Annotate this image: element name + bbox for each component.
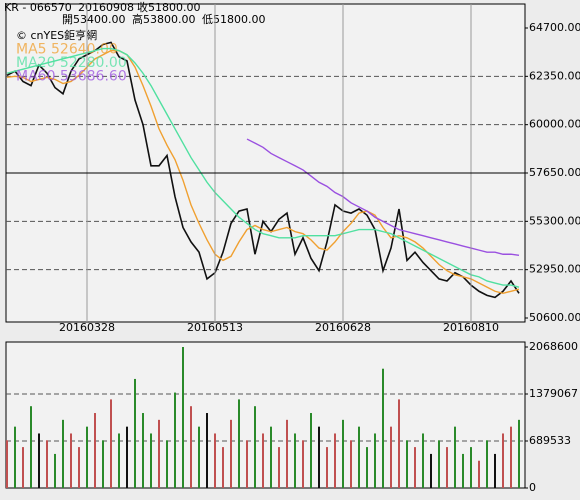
volume-bar — [342, 419, 344, 488]
y-tick-label: 57650.00 — [529, 166, 580, 179]
volume-bar — [286, 419, 288, 488]
volume-bar — [182, 347, 184, 488]
date: 20160908 — [78, 1, 134, 14]
volume-bar — [46, 440, 48, 488]
volume-bar — [454, 426, 456, 488]
volume-bar — [190, 406, 192, 488]
volume-bar — [422, 433, 424, 488]
volume-bar — [262, 433, 264, 488]
volume-bar — [110, 399, 112, 488]
series-line — [6, 47, 520, 288]
volume-bar — [238, 399, 240, 488]
legend-entry: MA5 52640.00 — [16, 42, 118, 58]
y-tick-label: 64700.00 — [529, 21, 580, 34]
volume-bar — [158, 419, 160, 488]
volume-bar — [398, 399, 400, 488]
volume-bar — [94, 413, 96, 488]
volume-bar — [102, 440, 104, 488]
volume-bar — [230, 419, 232, 488]
volume-bar — [22, 447, 24, 488]
volume-bar — [310, 413, 312, 488]
volume-bar — [302, 440, 304, 488]
volume-bar — [214, 433, 216, 488]
volume-bar — [382, 368, 384, 488]
y-tick-label: 0 — [529, 481, 536, 494]
volume-bar — [78, 447, 80, 488]
low: 低51800.00 — [202, 13, 266, 26]
y-tick-label: 2068600 — [529, 340, 578, 353]
volume-bar — [142, 413, 144, 488]
x-tick-label: 20160328 — [59, 321, 115, 334]
volume-bar — [278, 447, 280, 488]
volume-bar — [134, 378, 136, 488]
volume-bar — [222, 447, 224, 488]
volume-bar — [326, 447, 328, 488]
volume-bar — [334, 433, 336, 488]
volume-bar — [70, 433, 72, 488]
volume-bar — [438, 440, 440, 488]
y-tick-label: 689533 — [529, 434, 571, 447]
volume-bar — [462, 453, 464, 488]
legend-entry: MA20 52280.00 — [16, 55, 127, 71]
volume-bar — [118, 433, 120, 488]
volume-bar — [406, 440, 408, 488]
y-tick-label: 1379067 — [529, 387, 578, 400]
volume-bar — [470, 447, 472, 488]
volume-bar — [86, 426, 88, 488]
volume-bar — [350, 440, 352, 488]
volume-bar — [150, 433, 152, 488]
series-line — [6, 49, 520, 295]
volume-bar — [270, 426, 272, 488]
volume-bar — [294, 433, 296, 488]
volume-bar — [14, 426, 16, 488]
close: 收51800.00 — [137, 0, 201, 14]
high: 高53800.00 — [132, 12, 196, 26]
x-tick-label: 20160810 — [443, 321, 499, 334]
y-tick-label: 52950.00 — [529, 263, 580, 276]
volume-bar — [446, 447, 448, 488]
volume-bar — [478, 460, 480, 488]
volume-bar — [198, 426, 200, 488]
volume-bar — [518, 419, 520, 488]
volume-bar — [374, 433, 376, 488]
volume-bar — [54, 453, 56, 488]
volume-bar — [430, 453, 432, 488]
y-tick-label: 55300.00 — [529, 214, 580, 227]
open: 開53400.00 — [62, 13, 126, 26]
volume-bar — [126, 426, 128, 488]
volume-bar — [38, 433, 40, 488]
symbol: KR - 066570 — [4, 1, 72, 14]
volume-bar — [366, 447, 368, 488]
y-tick-label: 62350.00 — [529, 69, 580, 82]
volume-bar — [486, 440, 488, 488]
volume-bar — [62, 419, 64, 488]
volume-bar — [30, 406, 32, 488]
volume-bar — [318, 426, 320, 488]
volume-bar — [206, 413, 208, 488]
volume-bar — [502, 433, 504, 488]
y-tick-label: 60000.00 — [529, 118, 580, 131]
series-line — [246, 138, 520, 256]
volume-bar — [390, 426, 392, 488]
volume-bar — [510, 426, 512, 488]
volume-bar — [166, 440, 168, 488]
volume-bar — [174, 392, 176, 488]
volume-bar — [494, 453, 496, 488]
copyright: © cnYES鉅亨網 — [16, 28, 97, 42]
price-panel — [5, 3, 526, 323]
y-tick-label: 50600.00 — [529, 311, 580, 324]
x-tick-label: 20160628 — [315, 321, 371, 334]
volume-bar — [414, 447, 416, 488]
volume-bar — [358, 426, 360, 488]
x-tick-label: 20160513 — [187, 321, 243, 334]
volume-bar — [6, 440, 8, 488]
volume-bar — [254, 406, 256, 488]
legend-entry: MA60 53686.60 — [16, 69, 127, 85]
volume-bar — [246, 440, 248, 488]
